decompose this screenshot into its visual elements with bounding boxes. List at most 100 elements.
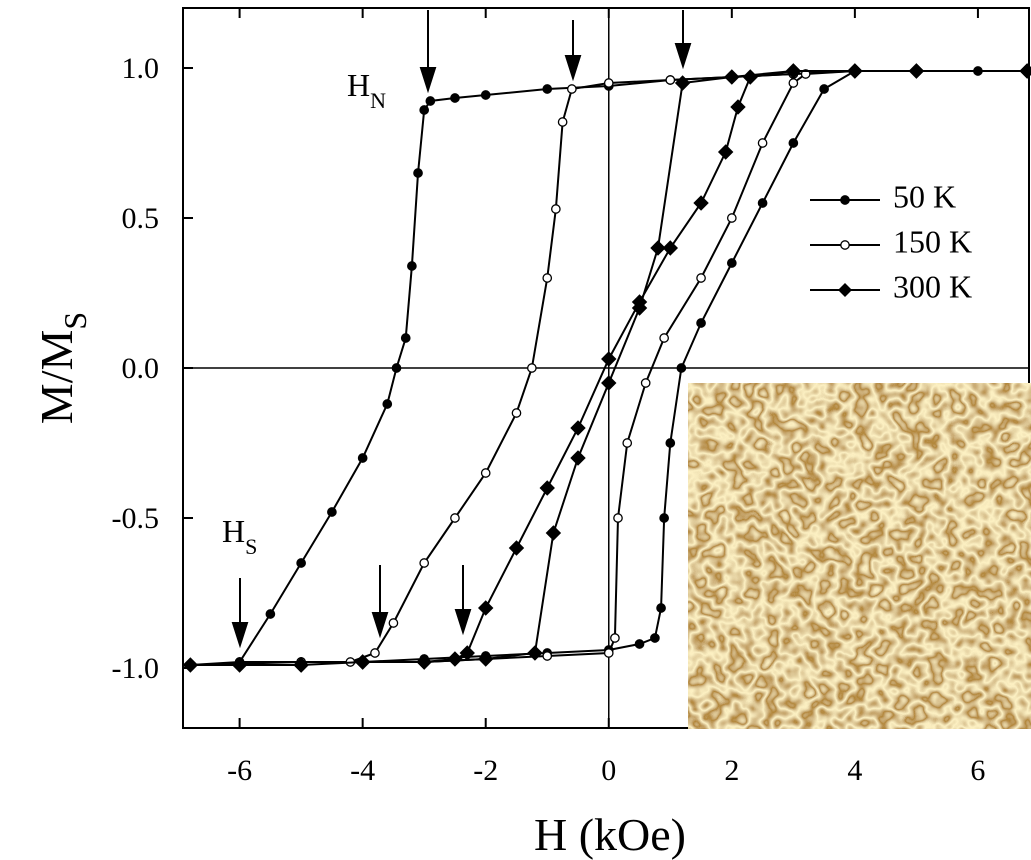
marker (603, 648, 614, 658)
x-tick-label: -4 (350, 754, 375, 787)
marker (601, 375, 617, 391)
marker (696, 273, 706, 283)
y-axis-label-sub: S (57, 312, 93, 330)
marker (757, 138, 768, 148)
arrow-head (371, 612, 389, 639)
marker (265, 609, 276, 619)
marker (511, 408, 522, 418)
arrow-head (231, 622, 249, 649)
marker (659, 513, 669, 523)
marker (659, 333, 669, 343)
marker (819, 84, 829, 94)
annotation-sub: N (370, 88, 386, 113)
x-tick-label: -2 (473, 754, 498, 787)
marker (757, 198, 768, 208)
marker (478, 600, 494, 616)
series-line (190, 70, 1028, 666)
marker (788, 78, 799, 88)
marker (478, 651, 494, 667)
series (182, 63, 1031, 673)
annotation: HS (222, 513, 257, 559)
y-axis-label: M/MS (31, 312, 93, 424)
marker (640, 378, 651, 388)
marker (416, 654, 432, 670)
marker (357, 453, 368, 463)
marker (296, 558, 306, 568)
marker (840, 195, 850, 205)
marker (717, 144, 734, 160)
x-tick-label: 0 (601, 754, 616, 787)
arrow-head (454, 609, 472, 636)
marker (730, 99, 746, 115)
y-tick-label: 0.5 (122, 202, 160, 235)
marker (382, 399, 393, 409)
marker (601, 351, 617, 367)
marker (354, 654, 371, 670)
plot-area: -6 -4 -2 0 2 4 6 -1.0 -0.5 0.0 0.5 1.0 (112, 7, 1031, 787)
marker (610, 633, 620, 643)
marker (676, 363, 687, 373)
y-tick-label: -1.0 (112, 652, 160, 685)
y-tick-label: -0.5 (112, 502, 160, 535)
marker (231, 657, 248, 673)
marker (542, 84, 553, 94)
marker (388, 618, 399, 628)
marker (785, 63, 802, 79)
inset-image (688, 383, 1031, 729)
arrows (231, 10, 692, 649)
marker (182, 657, 199, 673)
marker (551, 204, 561, 214)
marker (603, 78, 614, 88)
marker (539, 480, 555, 496)
marker (838, 283, 852, 297)
marker (847, 63, 863, 79)
marker (650, 240, 666, 256)
marker (557, 117, 568, 127)
marker (527, 645, 543, 661)
arrow-head (674, 43, 692, 70)
marker (656, 603, 666, 613)
legend: 50 K 150 K 300 K (810, 178, 972, 304)
marker (908, 63, 925, 79)
marker (450, 93, 460, 103)
annotation-sub: S (245, 534, 257, 559)
marker (542, 651, 553, 661)
marker (724, 69, 740, 85)
marker (726, 213, 737, 223)
legend-label: 50 K (893, 178, 956, 214)
marker (570, 450, 586, 466)
marker (665, 438, 676, 448)
x-tick-label: 2 (724, 754, 739, 787)
marker (693, 195, 709, 211)
x-tick-label: 6 (970, 754, 985, 787)
marker (674, 75, 691, 91)
marker (696, 318, 706, 328)
x-tick-label: -6 (227, 754, 252, 787)
marker (631, 300, 648, 316)
marker (570, 420, 586, 436)
marker (567, 84, 577, 94)
marker (650, 633, 660, 643)
legend-label: 300 K (893, 268, 972, 304)
marker (1019, 63, 1031, 79)
annotation-text: H (347, 67, 370, 103)
marker (480, 90, 491, 100)
arrow-head (564, 55, 582, 82)
y-tick-label: 1.0 (122, 52, 160, 85)
y-tick-label: 0.0 (122, 352, 160, 385)
marker (327, 507, 337, 517)
marker (527, 363, 537, 373)
marker (413, 168, 423, 178)
marker (545, 525, 562, 541)
marker (447, 651, 463, 667)
x-axis-label: H (kOe) (534, 809, 686, 860)
marker (542, 273, 553, 283)
marker (726, 258, 737, 268)
marker (788, 138, 799, 148)
marker (293, 657, 309, 673)
marker (370, 648, 380, 658)
marker (742, 69, 758, 85)
marker (662, 240, 679, 256)
x-tick-label: 4 (847, 754, 862, 787)
